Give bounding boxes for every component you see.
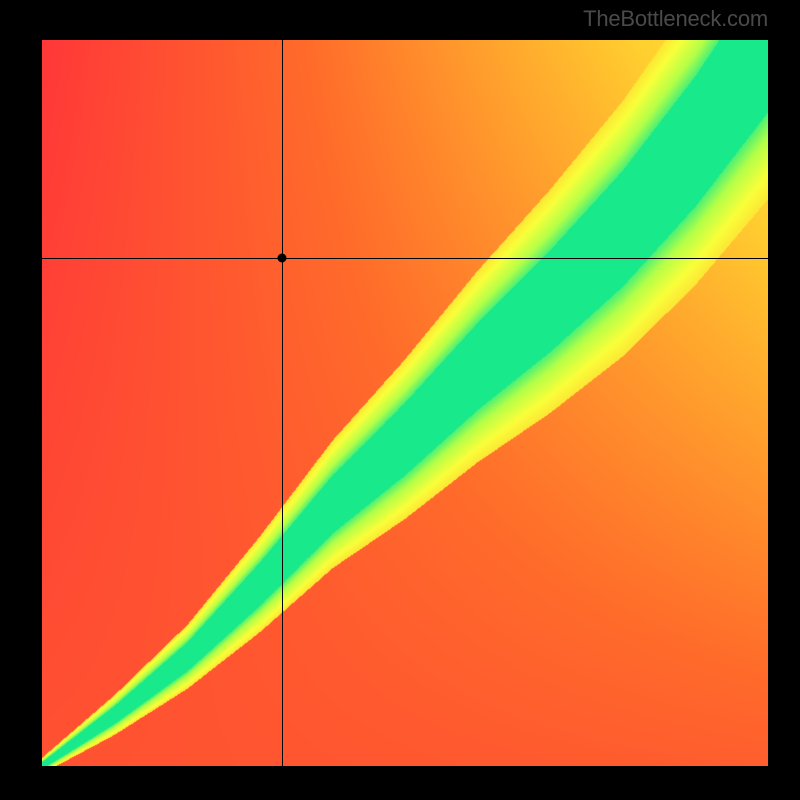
heatmap-plot bbox=[42, 40, 768, 766]
attribution-text: TheBottleneck.com bbox=[583, 6, 768, 32]
heatmap-canvas bbox=[42, 40, 768, 766]
